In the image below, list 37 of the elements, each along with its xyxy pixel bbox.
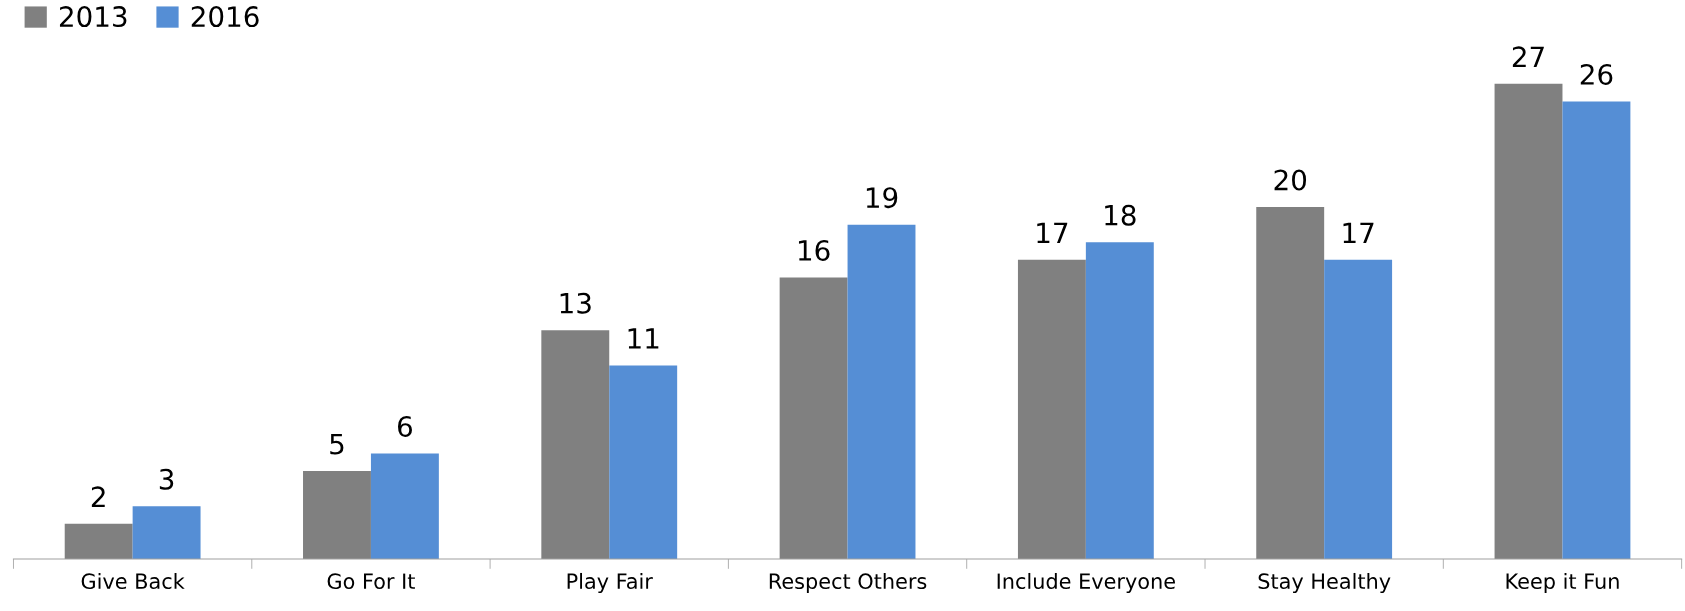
bar	[64, 523, 133, 560]
bar	[609, 365, 678, 560]
bar	[1494, 83, 1563, 560]
data-label: 11	[628, 328, 659, 349]
bar	[370, 453, 439, 560]
x-tick-label: Keep it Fun	[1506, 572, 1619, 594]
data-label: 19	[866, 187, 898, 209]
bar	[541, 330, 610, 560]
bar	[303, 471, 371, 560]
bar	[132, 506, 201, 560]
x-tick-label: Give Back	[81, 572, 185, 590]
data-label: 20	[1274, 169, 1307, 191]
bar	[1324, 259, 1393, 560]
data-label: 3	[159, 468, 174, 490]
data-label: 27	[1512, 46, 1544, 67]
data-label: 6	[398, 415, 412, 437]
bar	[847, 224, 916, 560]
data-label: 26	[1580, 63, 1613, 85]
bar	[1256, 207, 1325, 560]
data-label: 13	[560, 292, 591, 314]
x-tick-label: Respect Others	[769, 572, 927, 594]
bar	[1562, 101, 1631, 560]
bar	[1017, 259, 1086, 560]
x-tick-label: Stay Healthy	[1258, 572, 1391, 594]
data-label: 17	[1037, 222, 1068, 243]
x-tick-label: Go For It	[327, 573, 415, 590]
bar	[779, 277, 848, 560]
legend-label: 2016	[191, 6, 259, 28]
data-label: 18	[1105, 204, 1136, 226]
legend-label: 2013	[59, 6, 127, 28]
x-tick-label: Play Fair	[567, 572, 653, 594]
data-label: 2	[91, 486, 105, 507]
x-tick-label: Include Everyone	[997, 572, 1175, 594]
data-label: 16	[798, 239, 830, 261]
bar	[1085, 242, 1154, 560]
data-label: 5	[330, 433, 344, 455]
data-label: 17	[1343, 222, 1374, 243]
